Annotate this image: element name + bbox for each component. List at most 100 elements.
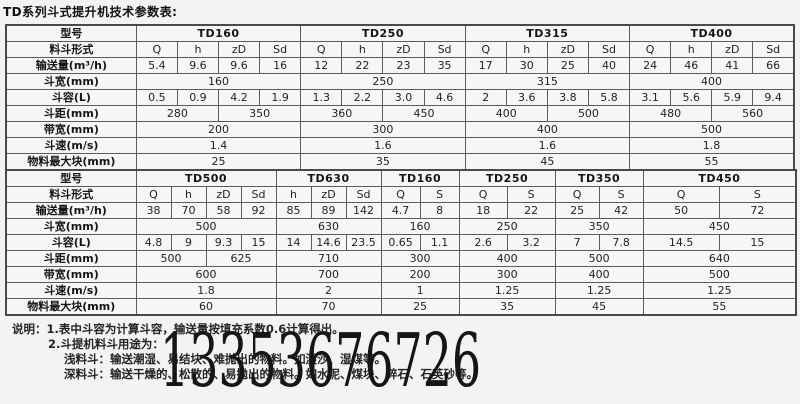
value-cell: 1.25 xyxy=(642,282,797,299)
value-cell: 500 xyxy=(554,250,644,267)
value-cell: 300 xyxy=(380,250,460,267)
value-cell: 360 xyxy=(300,105,384,122)
value-cell: 15 xyxy=(240,234,277,251)
value-cell: 17 xyxy=(464,57,507,74)
value-cell: 12 xyxy=(300,57,343,74)
value-cell: 25 xyxy=(135,153,302,171)
value-cell: 9.3 xyxy=(205,234,242,251)
value-cell: 160 xyxy=(380,218,460,235)
value-cell: 710 xyxy=(275,250,382,267)
note-line-2: 2.斗提机料斗用途为： xyxy=(48,337,164,351)
value-cell: h xyxy=(341,41,384,58)
row-label: 斗宽(mm) xyxy=(5,218,137,235)
value-cell: 3.6 xyxy=(505,89,548,106)
table-row: 物料最大块(mm) 60 70 25 35 45 55 xyxy=(5,298,797,316)
value-cell: 2 xyxy=(275,282,382,299)
value-cell: 5.4 xyxy=(135,57,178,74)
page-title: TD系列斗式提升机技术参数表: xyxy=(3,5,178,19)
value-cell: 25 xyxy=(546,57,589,74)
value-cell: 89 xyxy=(310,202,347,219)
row-label: 斗速(m/s) xyxy=(5,137,137,154)
value-cell: 25 xyxy=(554,202,600,219)
value-cell: h xyxy=(505,41,548,58)
value-cell: 250 xyxy=(300,73,466,90)
row-label: 斗容(L) xyxy=(5,234,137,251)
value-cell: 500 xyxy=(135,218,277,235)
value-cell: 46 xyxy=(670,57,713,74)
value-cell: 72 xyxy=(718,202,797,219)
value-cell: 22 xyxy=(341,57,384,74)
value-cell: 4.8 xyxy=(135,234,172,251)
model-name-cell: TD160 xyxy=(380,169,460,187)
value-cell: S xyxy=(718,186,797,203)
value-cell: 2.2 xyxy=(341,89,384,106)
value-cell: Sd xyxy=(587,41,631,58)
row-label: 型号 xyxy=(5,169,137,187)
value-cell: Q xyxy=(642,186,720,203)
value-cell: 3.1 xyxy=(629,89,672,106)
table-row: 输送量(m³/h) 5.4 9.6 9.6 16 12 22 23 35 17 30 25 40 24 46… xyxy=(5,57,795,74)
value-cell: Q xyxy=(135,41,178,58)
row-label: 物料最大块(mm) xyxy=(5,298,137,316)
row-label: 料斗形式 xyxy=(5,41,137,58)
row-label: 斗距(mm) xyxy=(5,250,137,267)
value-cell: 18 xyxy=(458,202,508,219)
row-label: 带宽(mm) xyxy=(5,121,137,138)
value-cell: 0.9 xyxy=(176,89,219,106)
value-cell: 45 xyxy=(464,153,631,171)
value-cell: 600 xyxy=(135,266,277,283)
value-cell: 400 xyxy=(629,73,795,90)
value-cell: 42 xyxy=(598,202,644,219)
value-cell: Q xyxy=(380,186,421,203)
value-cell: 1.9 xyxy=(259,89,302,106)
table-row: 斗宽(mm) 160 250 315 400 xyxy=(5,73,795,90)
value-cell: 15 xyxy=(718,234,797,251)
value-cell: h xyxy=(170,186,207,203)
value-cell: 25 xyxy=(380,298,460,316)
value-cell: 7 xyxy=(554,234,600,251)
value-cell: 9.6 xyxy=(217,57,261,74)
value-cell: 1.6 xyxy=(464,137,631,154)
value-cell: 450 xyxy=(642,218,797,235)
phone-number: 13353676726 xyxy=(160,318,482,404)
value-cell: 58 xyxy=(205,202,242,219)
table-row: 斗速(m/s) 1.4 1.6 1.6 1.8 xyxy=(5,137,795,154)
value-cell: 9.6 xyxy=(176,57,219,74)
note-line-1: 说明：1.表中斗容为计算斗容，输送量按填充系数0.6计算得出。 xyxy=(12,322,344,336)
value-cell: 66 xyxy=(752,57,795,74)
model-name-cell: TD250 xyxy=(458,169,556,187)
table-row: 型号 TD160 TD250 TD315 TD400 xyxy=(5,24,795,42)
value-cell: 7.8 xyxy=(598,234,644,251)
value-cell: 0.5 xyxy=(135,89,178,106)
value-cell: 5.6 xyxy=(670,89,713,106)
value-cell: 350 xyxy=(217,105,302,122)
table-row: 斗距(mm) 280 350 360 450 400 500 480 560 xyxy=(5,105,795,122)
value-cell: Q xyxy=(554,186,600,203)
value-cell: S xyxy=(598,186,644,203)
value-cell: 92 xyxy=(240,202,277,219)
value-cell: 5.9 xyxy=(711,89,754,106)
value-cell: 0.65 xyxy=(380,234,421,251)
model-name-cell: TD350 xyxy=(554,169,644,187)
value-cell: 300 xyxy=(300,121,466,138)
value-cell: Q xyxy=(464,41,507,58)
model-name-cell: TD160 xyxy=(135,24,302,42)
value-cell: 35 xyxy=(300,153,466,171)
value-cell: Q xyxy=(135,186,172,203)
row-label: 斗速(m/s) xyxy=(5,282,137,299)
value-cell: Sd xyxy=(423,41,466,58)
model-name-cell: TD400 xyxy=(629,24,795,42)
row-label: 斗宽(mm) xyxy=(5,73,137,90)
value-cell: 35 xyxy=(458,298,556,316)
value-cell: 24 xyxy=(629,57,672,74)
table-row: 斗速(m/s) 1.8 2 1 1.25 1.25 1.25 xyxy=(5,282,797,299)
value-cell: 2 xyxy=(464,89,507,106)
value-cell: 1.4 xyxy=(135,137,302,154)
value-cell: 400 xyxy=(464,121,631,138)
value-cell: zD xyxy=(205,186,242,203)
value-cell: 1 xyxy=(380,282,460,299)
value-cell: 400 xyxy=(554,266,644,283)
value-cell: zD xyxy=(310,186,347,203)
model-name-cell: TD250 xyxy=(300,24,466,42)
